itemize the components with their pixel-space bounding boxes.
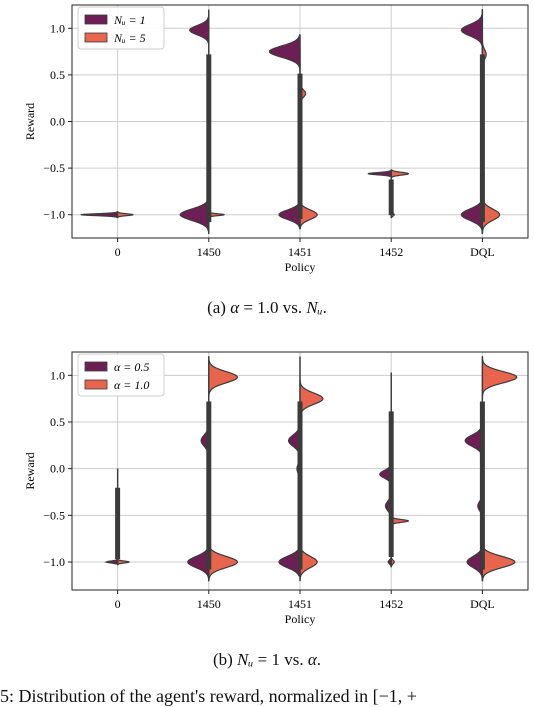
legend-label: α = 1.0: [114, 378, 149, 392]
violin-left-DQL: [464, 412, 483, 582]
violin-right-1452: [390, 516, 410, 568]
ytick-label: 0.0: [50, 462, 65, 476]
violin-left-1451: [278, 356, 301, 577]
legend-label: Nᵤ = 1: [113, 13, 146, 27]
ytick-label: 1.0: [50, 368, 65, 382]
xtick-label: 1450: [197, 245, 221, 259]
violin-left-0: [80, 211, 119, 219]
violin-left-1450: [187, 421, 210, 582]
ytick-label: 0.5: [50, 68, 65, 82]
figure-caption: 5: Distribution of the agent's reward, n…: [0, 686, 417, 706]
ytick-label: −1.0: [43, 555, 65, 569]
ytick-label: 1.0: [50, 21, 65, 35]
y-axis-label: Reward: [23, 452, 37, 489]
violin-left-1451: [268, 34, 301, 230]
violin-chart-b: 1.0 0.5 0.0 −0.5 −1.0 0 1450 1451 1452 DQL Policy R…: [23, 351, 529, 626]
violin-right-0: [117, 558, 130, 566]
xtick-label: 1452: [379, 597, 403, 611]
violin-right-0: [117, 211, 134, 219]
xtick-label: 1450: [197, 597, 221, 611]
violin-chart-a: 1.0 0.5 0.0 −0.5 −1.0 0 1450 1451 1452 DQL Policy R…: [23, 4, 529, 274]
ytick-label: 0.0: [50, 115, 65, 129]
violin-right-1452: [390, 169, 410, 219]
x-axis-label: Policy: [285, 260, 316, 274]
ytick-label: −1.0: [43, 208, 65, 222]
xtick-label: DQL: [470, 245, 495, 259]
legend-swatch: [84, 32, 108, 43]
violin-right-1451: [299, 379, 324, 582]
violin-right-1451: [299, 48, 318, 230]
legend-swatch: [84, 361, 108, 372]
ytick-label: 0.5: [50, 415, 65, 429]
x-axis-label: Policy: [285, 612, 316, 626]
y-axis-label: Reward: [23, 103, 37, 140]
legend-label: α = 0.5: [114, 360, 149, 374]
caption-a: (a) α = 1.0 vs. Nᵤ.: [207, 298, 327, 317]
xtick-label: 0: [115, 245, 121, 259]
violin-left-1452: [367, 169, 392, 179]
legend-swatch: [84, 379, 108, 390]
caption-b: (b) Nᵤ = 1 vs. α.: [212, 650, 322, 669]
legend-swatch: [84, 14, 108, 25]
ytick-label: −0.5: [43, 161, 65, 175]
legend-label: Nᵤ = 5: [113, 31, 146, 45]
xtick-label: 1451: [288, 597, 312, 611]
xtick-label: 0: [115, 597, 121, 611]
xtick-label: 1452: [379, 245, 403, 259]
xtick-label: DQL: [470, 597, 495, 611]
xtick-label: 1451: [288, 245, 312, 259]
ytick-label: −0.5: [43, 508, 65, 522]
